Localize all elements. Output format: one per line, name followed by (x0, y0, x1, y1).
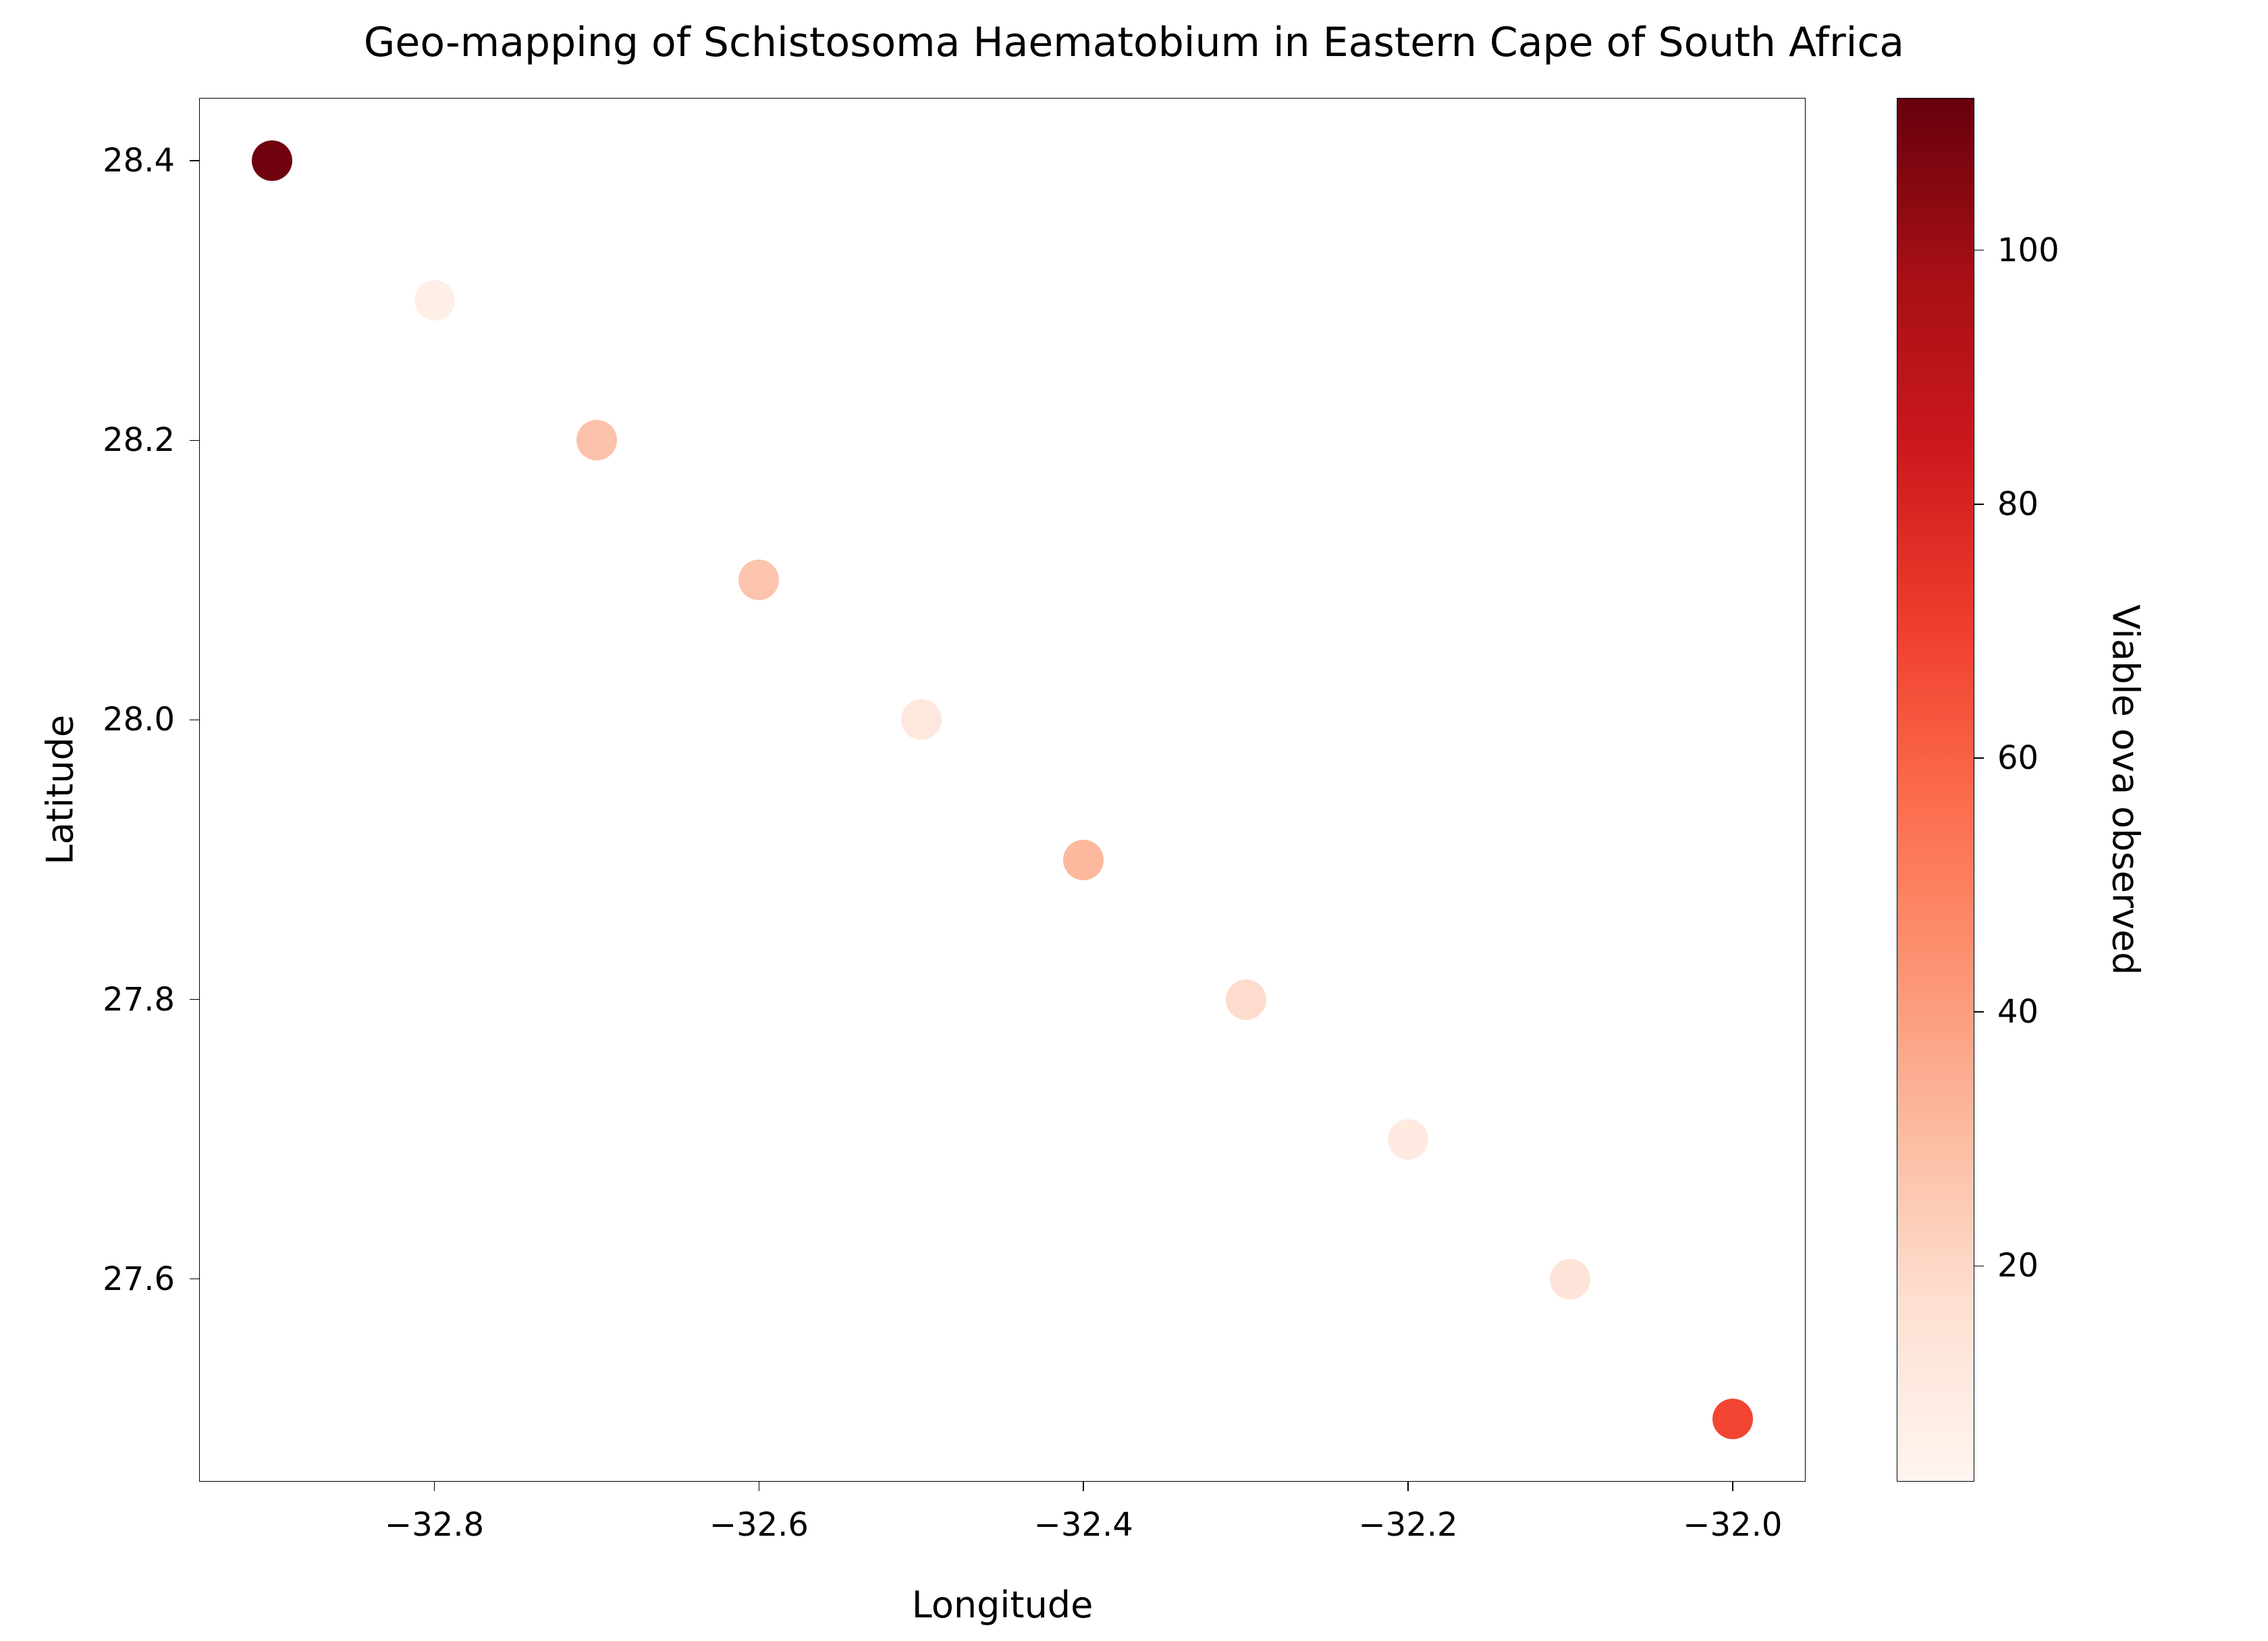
y-tick (190, 999, 199, 1000)
y-tick-label: 28.4 (103, 142, 175, 180)
x-tick (434, 1482, 435, 1491)
colorbar-tick-label: 20 (1997, 1247, 2039, 1285)
x-tick (759, 1482, 760, 1491)
colorbar-tick (1974, 1011, 1984, 1013)
x-tick-label: −32.8 (385, 1506, 484, 1544)
data-point (1063, 840, 1104, 880)
x-tick (1732, 1482, 1733, 1491)
colorbar-tick-label: 40 (1997, 993, 2039, 1031)
x-tick-label: −32.2 (1358, 1506, 1457, 1544)
y-tick-label: 28.2 (103, 421, 175, 459)
data-point (738, 560, 779, 600)
x-tick (1083, 1482, 1084, 1491)
y-tick-label: 28.0 (103, 701, 175, 738)
y-tick-label: 27.6 (103, 1260, 175, 1298)
colorbar-tick (1974, 757, 1984, 759)
y-tick-label: 27.8 (103, 981, 175, 1019)
x-tick (1407, 1482, 1409, 1491)
y-tick (190, 720, 199, 721)
data-point (414, 280, 455, 321)
colorbar-tick (1974, 250, 1984, 251)
colorbar-tick-label: 60 (1997, 739, 2039, 777)
data-point (1550, 1259, 1590, 1299)
data-point (576, 420, 617, 460)
colorbar-label: Viable ova observed (2105, 604, 2147, 975)
colorbar-gradient (1897, 98, 1974, 1482)
data-point (252, 140, 292, 181)
data-point (1226, 979, 1266, 1020)
x-tick-label: −32.0 (1683, 1506, 1782, 1544)
chart-title: Geo-mapping of Schistosoma Haematobium i… (0, 19, 2268, 66)
y-tick (190, 440, 199, 441)
x-tick-label: −32.4 (1034, 1506, 1133, 1544)
y-tick (190, 160, 199, 161)
y-axis-label: Latitude (39, 715, 82, 865)
colorbar-tick-label: 100 (1997, 232, 2059, 269)
colorbar (1897, 98, 1974, 1482)
colorbar-tick (1974, 1266, 1984, 1267)
data-point (1712, 1399, 1753, 1439)
data-point (1388, 1119, 1428, 1160)
x-axis-label: Longitude (912, 1584, 1094, 1626)
data-point (901, 699, 942, 740)
x-tick-label: −32.6 (709, 1506, 809, 1544)
colorbar-tick (1974, 504, 1984, 505)
scatter-chart: Geo-mapping of Schistosoma Haematobium i… (0, 0, 2268, 1641)
y-tick (190, 1279, 199, 1280)
colorbar-tick-label: 80 (1997, 485, 2039, 523)
